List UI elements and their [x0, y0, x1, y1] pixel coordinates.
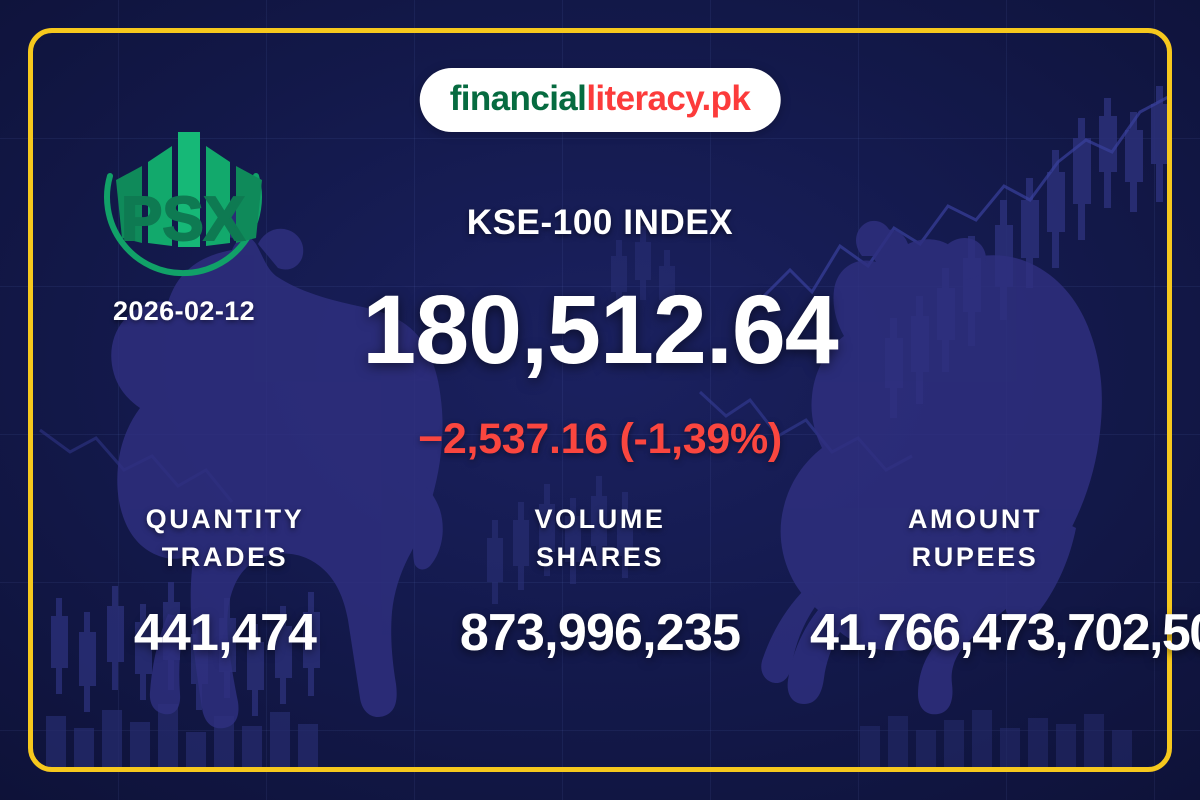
index-value: 180,512.64 — [362, 275, 838, 384]
index-title: KSE-100 INDEX — [466, 203, 734, 242]
brand-name-primary: financial — [449, 79, 587, 118]
stat-quantity-trades: QUANTITY TRADES 441,474 — [60, 500, 390, 664]
stat-label-line1: VOLUME — [534, 504, 666, 534]
psx-logo: PSX — [88, 118, 278, 293]
stat-label-line2: SHARES — [535, 542, 665, 573]
stats-row: QUANTITY TRADES 441,474 VOLUME SHARES 87… — [60, 500, 1200, 664]
stat-label-line1: AMOUNT — [907, 504, 1043, 534]
stat-label-line2: TRADES — [161, 542, 289, 573]
stat-label-line1: QUANTITY — [145, 504, 305, 534]
date-label: 2026-02-12 — [112, 296, 256, 326]
stat-volume-shares: VOLUME SHARES 873,996,235 — [435, 500, 765, 664]
stat-value: 441,474 — [133, 603, 317, 662]
brand-badge[interactable]: financial literacy.pk — [419, 68, 781, 132]
stat-value: 873,996,235 — [459, 603, 741, 662]
stat-label: QUANTITY TRADES — [60, 500, 390, 577]
stat-value: 41,766,473,702,50 — [810, 603, 1200, 662]
index-change: −2,537.16 (-1,39%) — [418, 415, 782, 463]
stat-label-line2: RUPEES — [911, 542, 1039, 573]
stat-label: AMOUNT RUPEES — [810, 500, 1140, 577]
stat-amount-rupees: AMOUNT RUPEES 41,766,473,702,50 — [810, 500, 1200, 664]
psx-logo-bars — [116, 132, 262, 247]
psx-logo-wordmark: PSX — [121, 185, 245, 254]
brand-name-secondary: literacy.pk — [586, 79, 751, 118]
stat-label: VOLUME SHARES — [435, 500, 765, 577]
